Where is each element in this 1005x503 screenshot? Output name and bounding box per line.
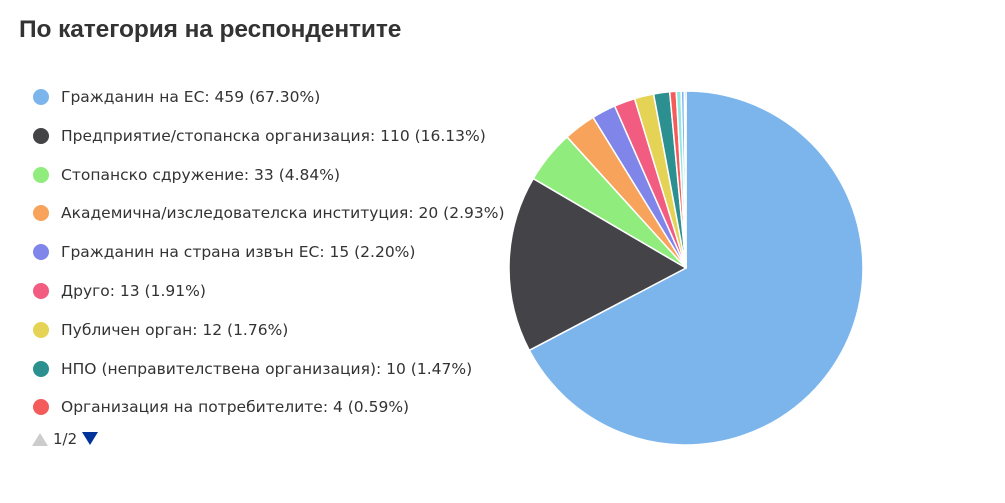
- legend-item[interactable]: Друго: 13 (1.91%): [33, 279, 206, 303]
- legend-pagination: 1/2: [31, 428, 99, 450]
- legend-swatch: [33, 89, 49, 105]
- pie-slice[interactable]: [528, 90, 864, 446]
- legend-label: Друго: 13 (1.91%): [61, 282, 206, 300]
- legend-item[interactable]: Организация на потребителите: 4 (0.59%): [33, 395, 409, 419]
- legend-item[interactable]: НПО (неправителствена организация): 10 (…: [33, 357, 472, 381]
- arrow-up-icon: [32, 433, 48, 446]
- legend-swatch: [33, 127, 49, 144]
- legend-label: НПО (неправителствена организация): 10 (…: [61, 359, 473, 378]
- legend-item[interactable]: Гражданин на ЕС: 459 (67.30%): [33, 85, 320, 109]
- legend-swatch: [33, 244, 49, 261]
- legend-label: Гражданин на страна извън ЕС: 15 (2.20%): [61, 243, 416, 262]
- legend-swatch: [33, 399, 49, 416]
- legend-item[interactable]: Гражданин на страна извън ЕС: 15 (2.20%): [33, 240, 415, 264]
- legend-swatch: [33, 321, 49, 338]
- legend-label: Предприятие/стопанска организация: 110 (…: [61, 126, 486, 145]
- legend-label: Организация на потребителите: 4 (0.59%): [61, 398, 410, 417]
- legend-page-indicator: 1/2: [53, 430, 78, 448]
- chart-title: По категория на респондентите: [19, 16, 402, 43]
- pie-slice[interactable]: [683, 90, 687, 269]
- legend-item[interactable]: Стопанско сдружение: 33 (4.84%): [33, 163, 340, 187]
- pie-slice[interactable]: [508, 177, 687, 352]
- legend-swatch: [33, 283, 49, 299]
- legend-item[interactable]: Академична/изследователска институция: 2…: [33, 201, 505, 225]
- legend-label: Гражданин на ЕС: 459 (67.30%): [61, 88, 321, 106]
- legend-item[interactable]: Предприятие/стопанска организация: 110 (…: [33, 124, 486, 148]
- legend-item[interactable]: Публичен орган: 12 (1.76%): [33, 318, 288, 342]
- legend-swatch: [33, 166, 49, 183]
- legend-label: Стопанско сдружение: 33 (4.84%): [61, 165, 341, 184]
- legend-label: Академична/изследователска институция: 2…: [61, 204, 505, 223]
- arrow-down-icon[interactable]: [81, 430, 99, 448]
- legend-label: Публичен орган: 12 (1.76%): [61, 320, 289, 339]
- legend-swatch: [33, 205, 49, 222]
- legend-swatch: [33, 360, 49, 377]
